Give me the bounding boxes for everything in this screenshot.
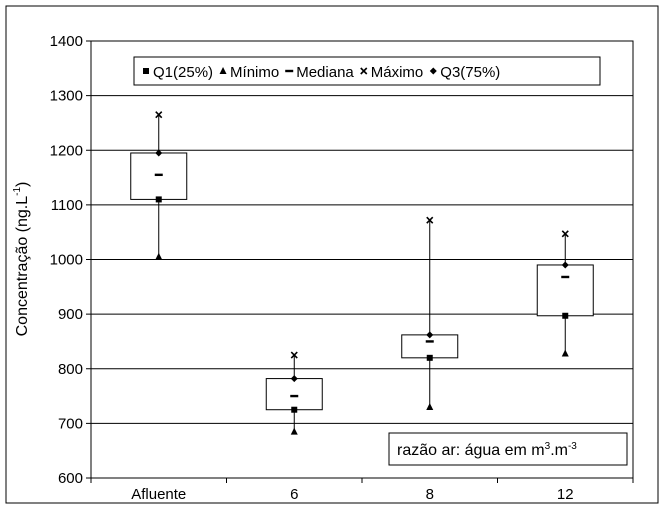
x-tick-label-0: Afluente bbox=[131, 486, 186, 503]
legend-items: Q1(25%) Mínimo Mediana Máximo Q3(75%) bbox=[143, 64, 500, 81]
y-axis-ticks: 600 700 800 900 1000 1100 1200 1300 1400 bbox=[50, 33, 91, 487]
annotation-sup-1: 3 bbox=[545, 441, 551, 452]
x-tick-label-2: 8 bbox=[426, 486, 434, 503]
annotation-sup-2: -3 bbox=[568, 441, 577, 452]
box-body-3 bbox=[536, 264, 594, 317]
box-3 bbox=[536, 230, 594, 357]
point-x-3 bbox=[561, 230, 569, 238]
point-diamond-2 bbox=[426, 331, 434, 339]
legend-marker-4 bbox=[429, 67, 437, 75]
outer-frame bbox=[5, 5, 659, 504]
legend-marker-3 bbox=[360, 67, 368, 75]
point-dash-1 bbox=[290, 394, 299, 398]
y-tick-label-900: 900 bbox=[58, 306, 83, 323]
y-tick-label-1000: 1000 bbox=[50, 252, 83, 269]
y-tick-label-1400: 1400 bbox=[50, 33, 83, 50]
point-square-2 bbox=[426, 354, 433, 361]
legend-label-2: Mediana bbox=[296, 64, 354, 81]
point-square-0 bbox=[155, 196, 162, 203]
box-2 bbox=[401, 216, 459, 410]
point-diamond-0 bbox=[155, 149, 163, 157]
point-dash-0 bbox=[154, 173, 163, 177]
legend-label-3: Máximo bbox=[371, 64, 424, 81]
y-tick-label-1200: 1200 bbox=[50, 142, 83, 159]
y-tick-label-1100: 1100 bbox=[51, 197, 83, 214]
point-square-1 bbox=[291, 406, 298, 413]
y-tick-label-600: 600 bbox=[58, 470, 83, 487]
annotation-main: razão ar: água em m bbox=[397, 442, 545, 459]
point-triangle-0 bbox=[155, 252, 163, 260]
y-tick-label-1300: 1300 bbox=[50, 88, 83, 105]
legend-item-3: Máximo bbox=[360, 64, 424, 81]
box-0 bbox=[130, 111, 188, 260]
point-triangle-3 bbox=[561, 349, 569, 357]
point-x-0 bbox=[155, 111, 163, 119]
legend-label-4: Q3(75%) bbox=[440, 64, 500, 81]
point-x-1 bbox=[290, 351, 298, 359]
point-diamond-3 bbox=[561, 261, 569, 269]
point-dash-2 bbox=[425, 340, 434, 343]
y-axis-label-sup: -1 bbox=[12, 187, 23, 196]
legend-item-2: Mediana bbox=[285, 64, 354, 81]
box-body-1 bbox=[265, 378, 323, 411]
legend-marker-0 bbox=[143, 68, 149, 74]
legend-item-0: Q1(25%) bbox=[143, 64, 213, 81]
point-square-3 bbox=[562, 312, 569, 319]
y-axis-label-close: ) bbox=[14, 182, 31, 187]
point-x-3-stroke-b bbox=[561, 230, 569, 238]
x-axis-ticks: Afluente 6 8 12 bbox=[90, 478, 634, 503]
point-triangle-1 bbox=[290, 427, 298, 435]
y-tick-label-700: 700 bbox=[58, 415, 83, 432]
gridlines bbox=[91, 95, 633, 424]
legend-marker-3-stroke-b bbox=[360, 67, 368, 75]
annotation: razão ar: água em m3.m-3 bbox=[388, 432, 628, 466]
legend-marker-1 bbox=[219, 67, 227, 74]
point-x-0-stroke-b bbox=[155, 111, 163, 119]
annotation-text: razão ar: água em m3.m-3 bbox=[397, 441, 577, 459]
legend-marker-2 bbox=[285, 69, 294, 73]
point-dash-3 bbox=[561, 275, 570, 279]
legend: Q1(25%) Mínimo Mediana Máximo Q3(75%) bbox=[133, 56, 601, 86]
x-tick-label-3: 12 bbox=[557, 486, 574, 503]
y-axis-label-main: Concentração (ng.L bbox=[14, 196, 31, 337]
legend-label-0: Q1(25%) bbox=[153, 64, 213, 81]
x-tick-label-1: 6 bbox=[290, 486, 298, 503]
legend-item-1: Mínimo bbox=[219, 64, 279, 81]
legend-box bbox=[133, 56, 601, 86]
box-plots bbox=[130, 111, 594, 435]
point-x-2 bbox=[426, 216, 434, 224]
point-x-1-stroke-b bbox=[290, 351, 298, 359]
box-1 bbox=[265, 351, 323, 435]
point-x-2-stroke-b bbox=[426, 216, 434, 224]
y-axis-label: Concentração (ng.L-1) bbox=[12, 182, 31, 337]
legend-item-4: Q3(75%) bbox=[429, 64, 500, 81]
annotation-mid: .m bbox=[550, 442, 568, 459]
y-tick-label-800: 800 bbox=[58, 361, 83, 378]
box-body-0 bbox=[130, 152, 188, 200]
annotation-box bbox=[388, 432, 628, 466]
point-triangle-2 bbox=[426, 402, 434, 410]
legend-label-1: Mínimo bbox=[230, 64, 279, 81]
point-diamond-1 bbox=[290, 375, 298, 383]
